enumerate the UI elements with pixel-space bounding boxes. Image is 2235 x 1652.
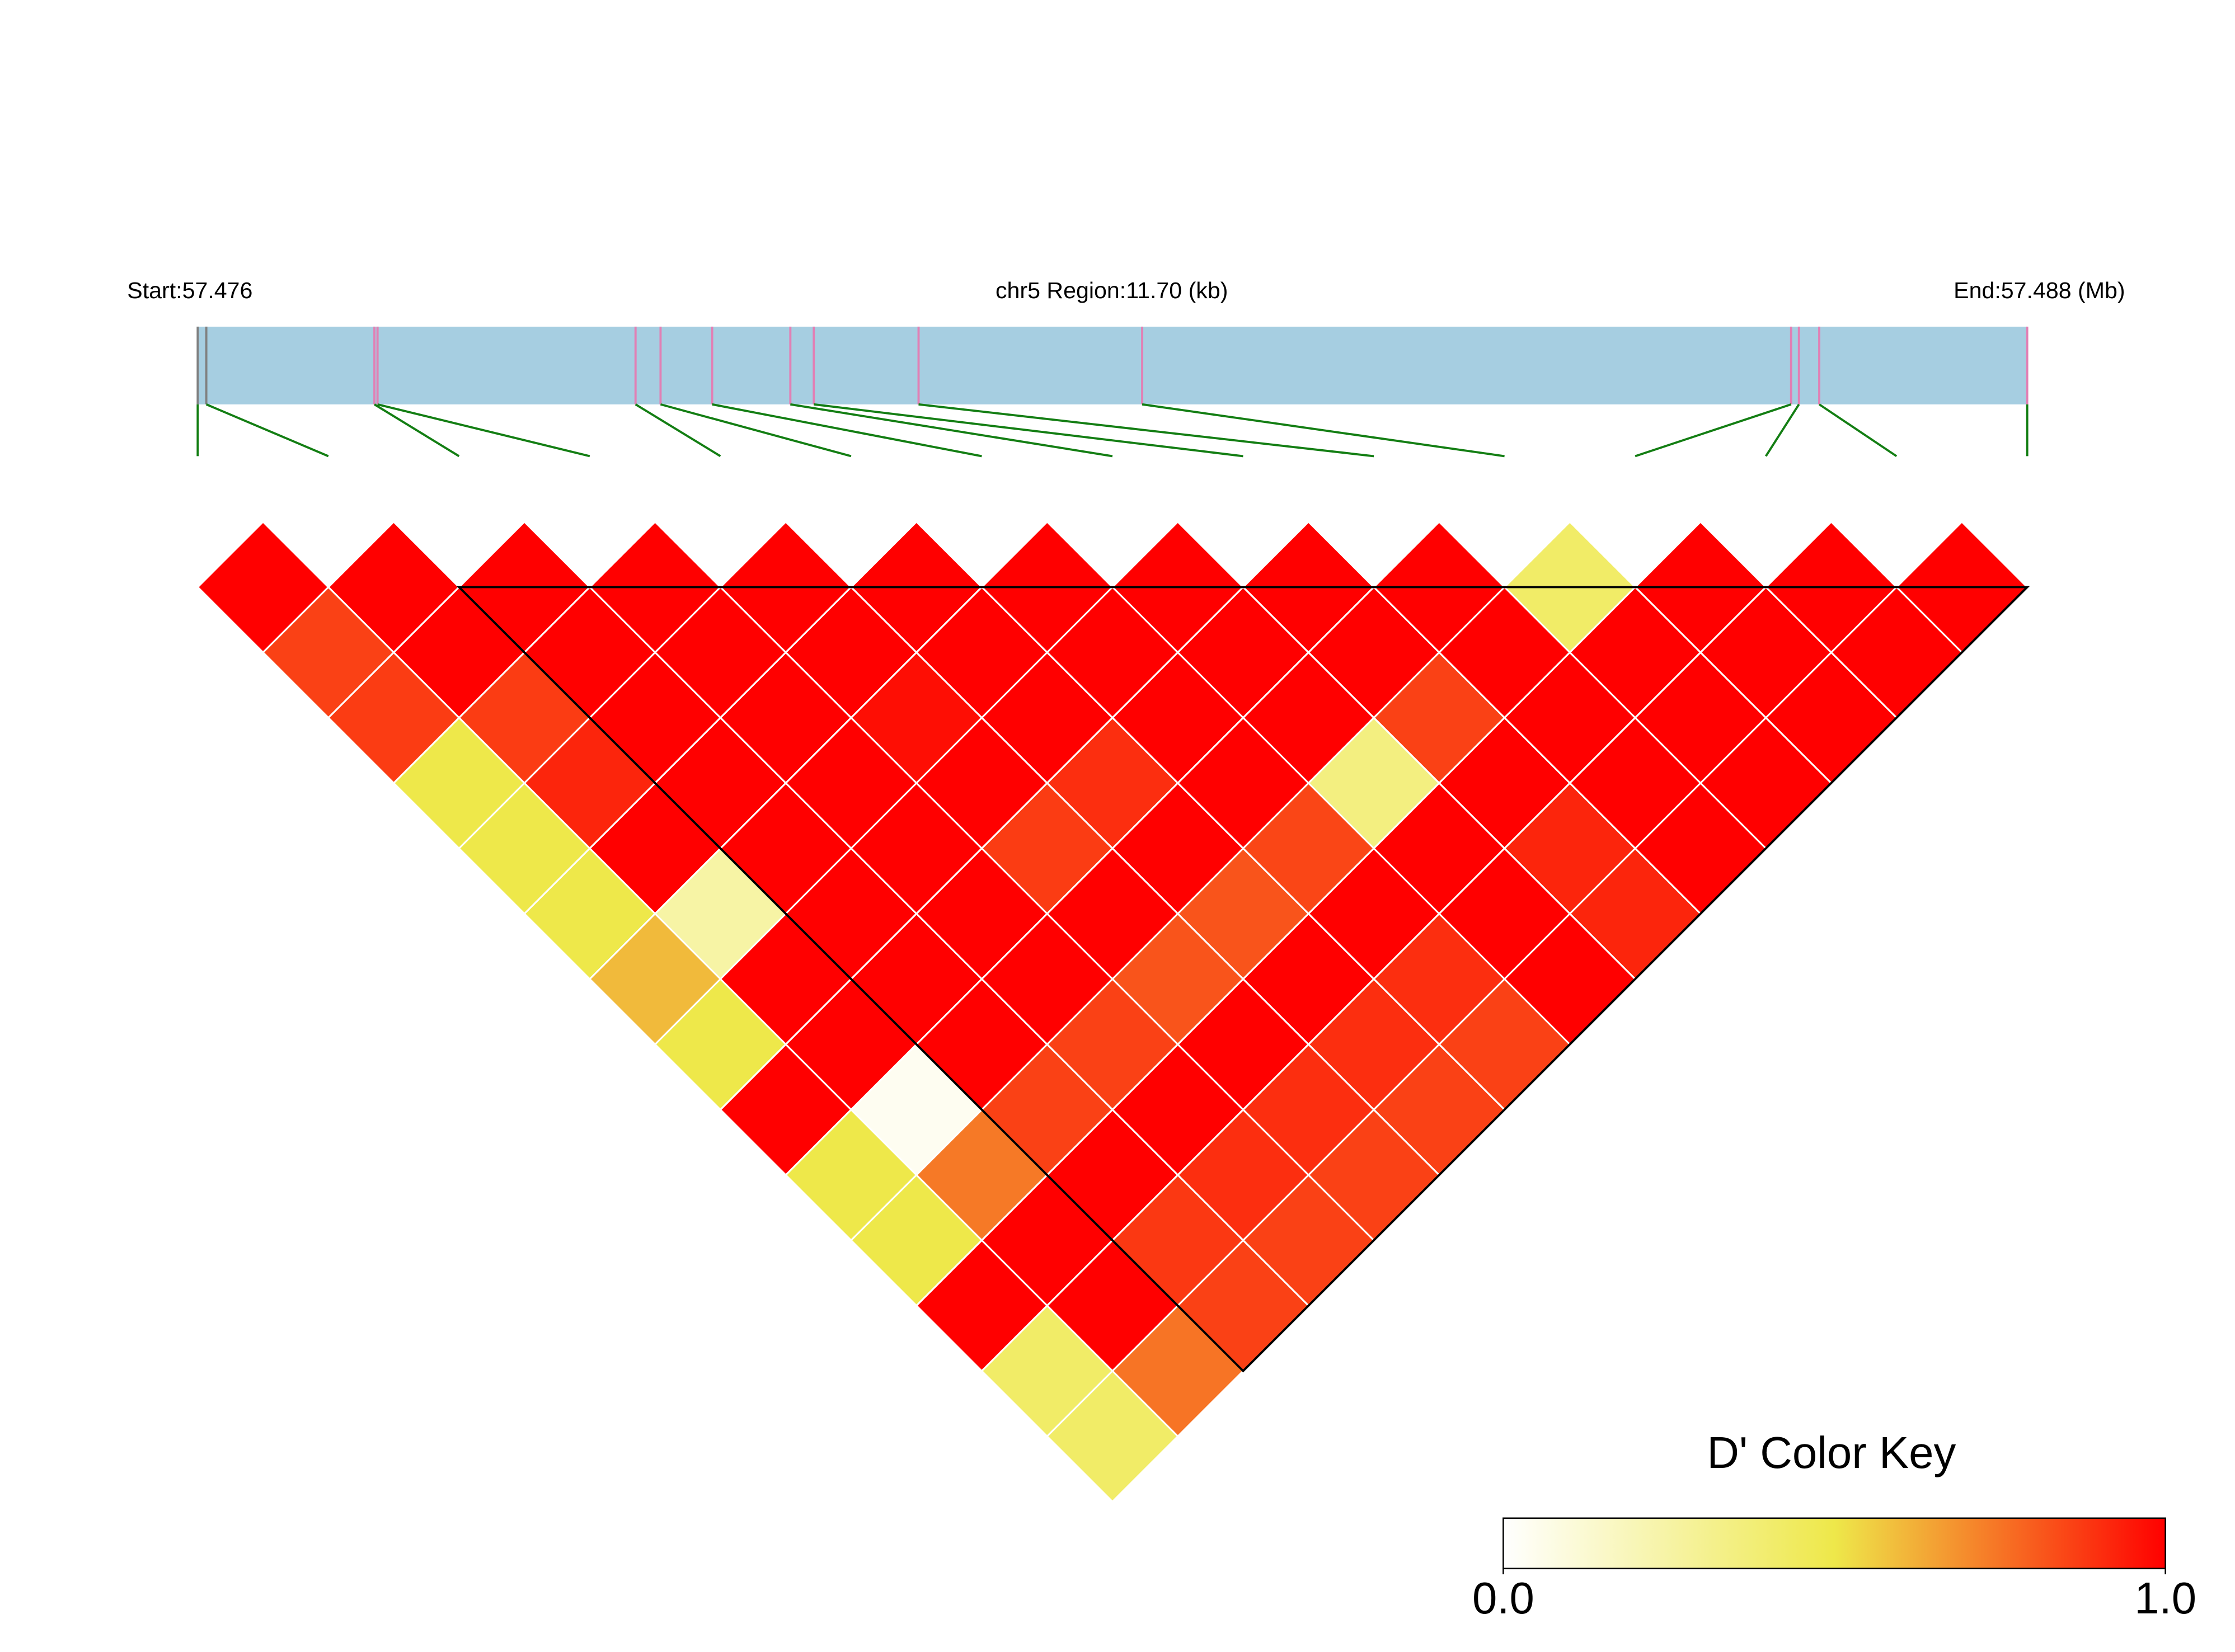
key-tick-label: 0.0	[1472, 1573, 1534, 1623]
snp-connector	[1635, 403, 1792, 458]
color-key	[1502, 1517, 2166, 1570]
snp-connector	[1765, 403, 1800, 457]
snp-connector	[635, 403, 721, 458]
region-label: chr5 Region:11.70 (kb)	[996, 277, 1228, 303]
snp-connector	[1818, 403, 1898, 458]
start-label: Start:57.476	[127, 277, 252, 303]
snp-connector	[712, 403, 982, 458]
region-bar	[198, 326, 2027, 404]
snp-connector	[377, 403, 590, 458]
snp-connector	[790, 403, 1113, 458]
key-tick-label: 1.0	[2134, 1573, 2196, 1623]
ld-block	[456, 586, 2030, 1373]
snp-connector	[814, 403, 1243, 458]
snp-connector	[918, 403, 1374, 458]
snp-connector	[660, 403, 852, 458]
end-label: End:57.488 (Mb)	[1954, 277, 2125, 303]
legend-title: D' Color Key	[1707, 1428, 1956, 1477]
snp-connector	[205, 403, 329, 458]
snp-connector	[1142, 403, 1505, 458]
ld-cell	[1046, 1369, 1179, 1503]
snp-connector	[374, 403, 460, 458]
